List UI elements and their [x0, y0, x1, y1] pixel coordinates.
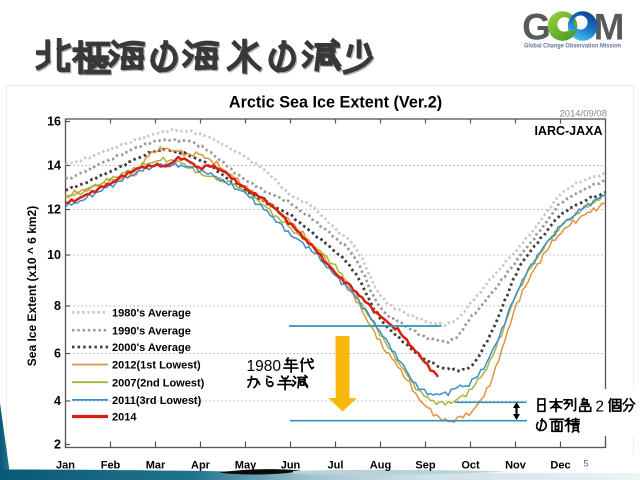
- svg-text:1990's Average: 1990's Average: [112, 325, 191, 337]
- svg-text:2: 2: [54, 438, 61, 452]
- svg-text:8: 8: [54, 299, 61, 313]
- svg-text:May: May: [235, 460, 257, 472]
- svg-text:1980: 1980: [247, 358, 282, 375]
- svg-text:G: G: [522, 7, 551, 48]
- svg-text:4: 4: [54, 394, 61, 408]
- svg-text:14: 14: [47, 159, 61, 173]
- svg-text:Sea Ice Extent (x10 ^ 6 km2): Sea Ice Extent (x10 ^ 6 km2): [25, 206, 39, 366]
- svg-text:Sep: Sep: [415, 460, 435, 472]
- svg-text:Jul: Jul: [328, 460, 344, 472]
- svg-text:Feb: Feb: [101, 460, 121, 472]
- svg-text:16: 16: [47, 115, 61, 129]
- svg-text:Aug: Aug: [370, 460, 391, 472]
- svg-text:2: 2: [595, 399, 604, 416]
- svg-text:Jun: Jun: [281, 460, 301, 472]
- svg-text:Dec: Dec: [550, 460, 570, 472]
- svg-text:IARC-JAXA: IARC-JAXA: [534, 124, 602, 138]
- svg-text:Apr: Apr: [191, 460, 211, 472]
- svg-text:Oct: Oct: [461, 460, 480, 472]
- svg-text:2007(2nd Lowest): 2007(2nd Lowest): [112, 377, 205, 389]
- svg-text:1980's Average: 1980's Average: [112, 308, 191, 320]
- svg-text:12: 12: [47, 203, 61, 217]
- svg-text:2012(1st Lowest): 2012(1st Lowest): [112, 360, 201, 372]
- svg-text:2014: 2014: [112, 412, 137, 424]
- svg-text:2014/09/08: 2014/09/08: [559, 109, 607, 120]
- svg-text:Mar: Mar: [146, 460, 166, 472]
- svg-text:Jan: Jan: [56, 460, 75, 472]
- svg-text:Arctic Sea Ice Extent (Ver.2): Arctic Sea Ice Extent (Ver.2): [229, 94, 442, 112]
- svg-text:2000's Average: 2000's Average: [112, 342, 191, 354]
- svg-text:6: 6: [54, 347, 61, 361]
- svg-text:10: 10: [47, 248, 61, 262]
- svg-text:Nov: Nov: [505, 460, 527, 472]
- svg-text:Global Change Observation Miss: Global Change Observation Mission: [524, 42, 621, 49]
- svg-text:M: M: [594, 7, 625, 48]
- svg-text:2011(3rd Lowest): 2011(3rd Lowest): [112, 395, 202, 407]
- svg-text:5: 5: [583, 459, 588, 470]
